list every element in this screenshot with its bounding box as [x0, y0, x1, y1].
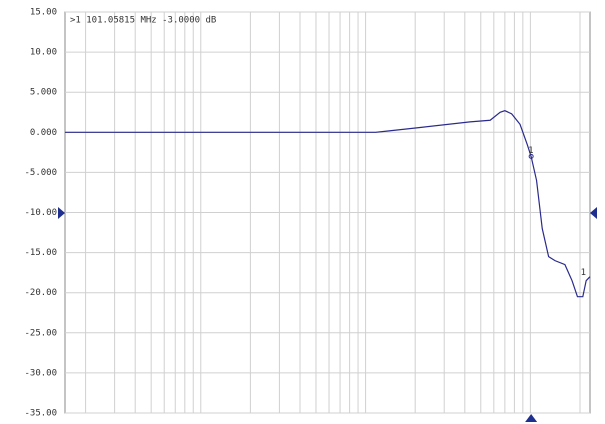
- marker-arrow: [525, 414, 538, 422]
- trace-label: 1: [581, 268, 586, 278]
- y-tick-label: -25.00: [24, 328, 57, 338]
- y-tick-label: -5.000: [24, 168, 57, 178]
- y-tick-label: -10.00: [24, 208, 57, 218]
- y-tick-label: -30.00: [24, 368, 57, 378]
- grid: [65, 11, 590, 414]
- marker-point: [528, 153, 534, 159]
- y-tick-label: -20.00: [24, 288, 57, 298]
- y-tick-label: -35.00: [24, 409, 57, 419]
- y-tick-label: -15.00: [24, 248, 57, 258]
- y-tick-label: 5.000: [30, 88, 57, 98]
- y-tick-label: 15.00: [30, 8, 57, 18]
- marker-readout: >1 101.05815 MHz -3.0000 dB: [70, 16, 216, 26]
- y-tick-label: 10.00: [30, 48, 57, 58]
- y-tick-label: 0.000: [30, 128, 57, 138]
- trace: [65, 110, 591, 298]
- reference-arrow-left: [58, 207, 65, 219]
- marker-label: 1: [528, 146, 533, 156]
- reference-arrow-right: [590, 207, 597, 219]
